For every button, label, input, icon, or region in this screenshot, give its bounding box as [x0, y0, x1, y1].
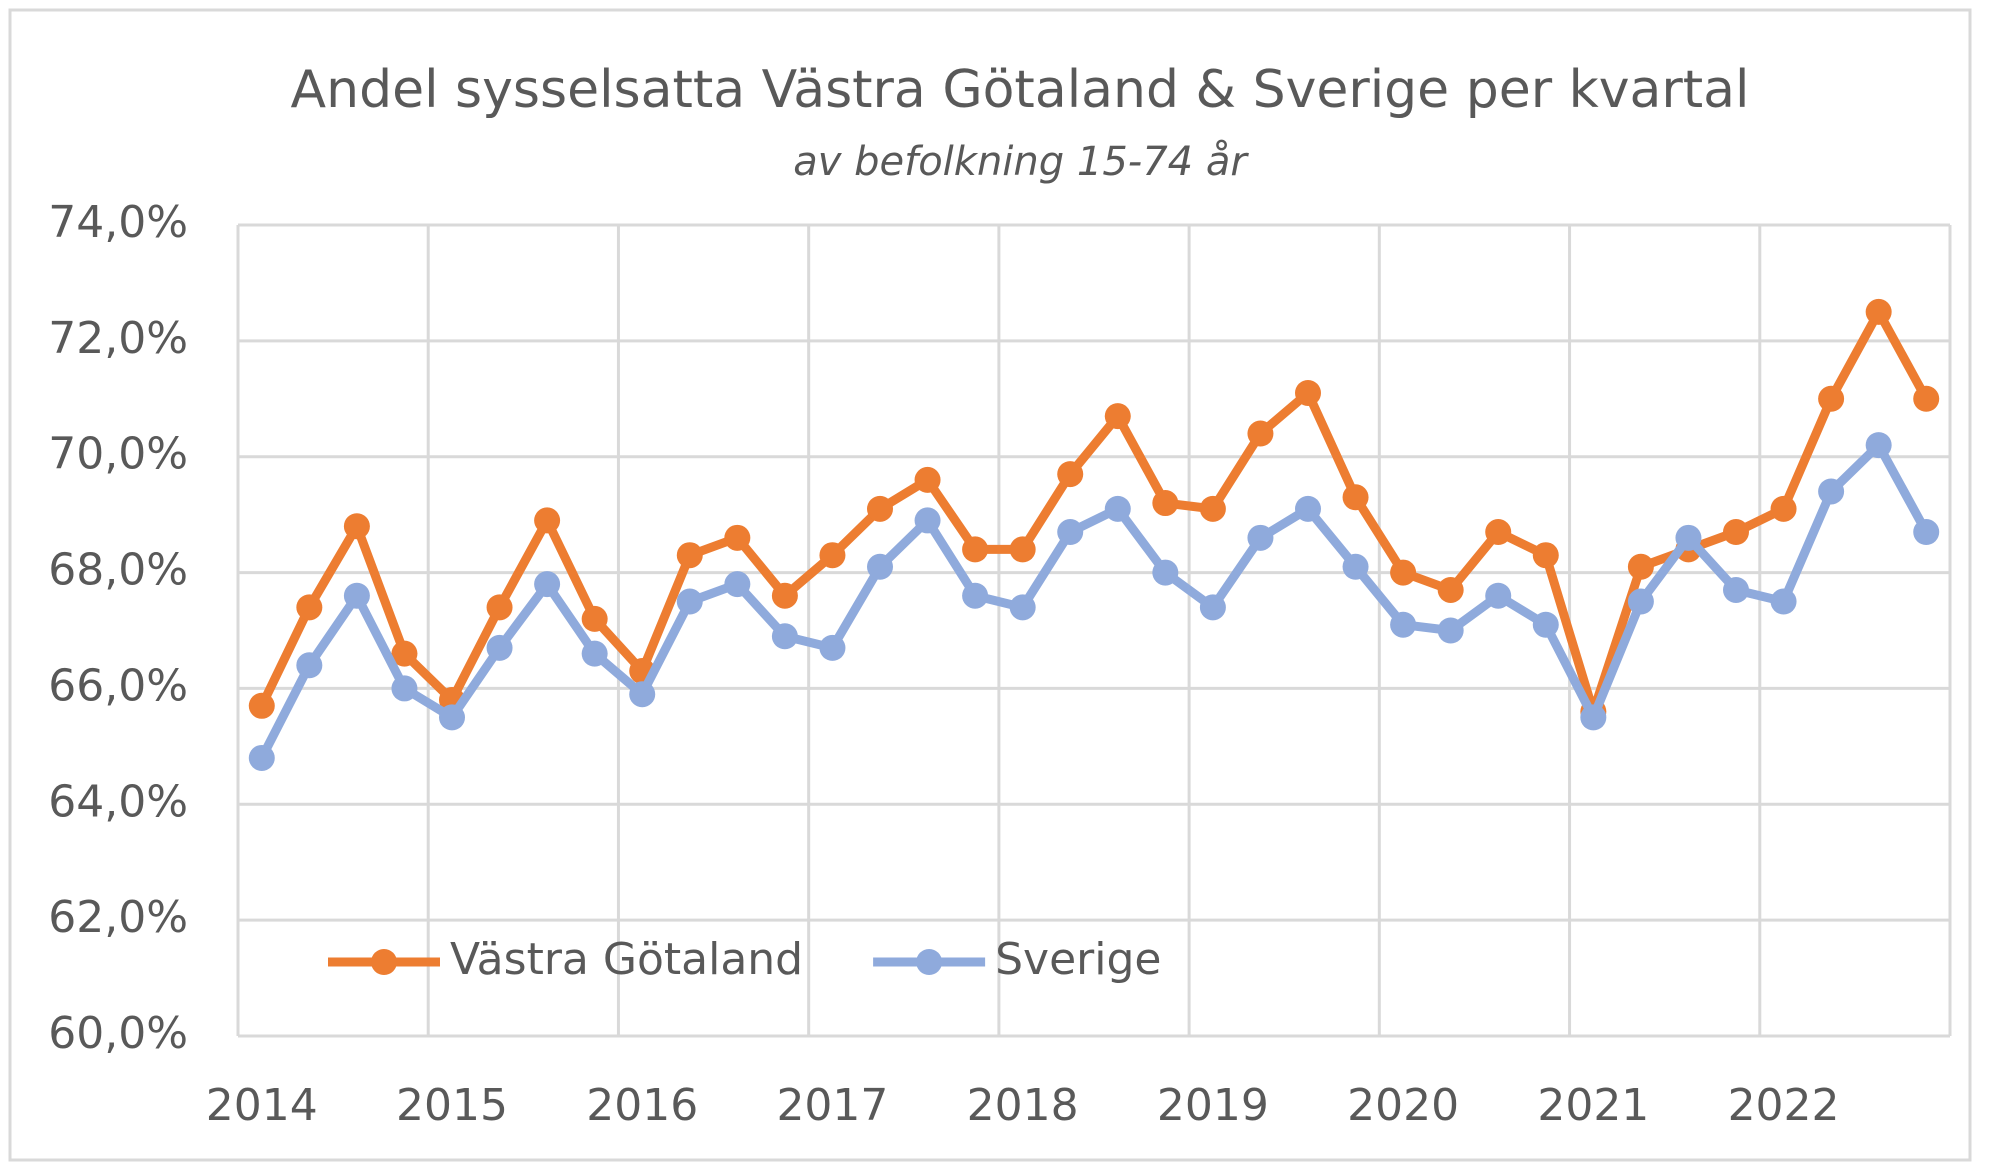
point — [1104, 403, 1131, 430]
point — [771, 623, 798, 650]
x-tick-label: 2022 — [1728, 1080, 1840, 1131]
point — [914, 507, 941, 534]
point — [1485, 519, 1512, 546]
point — [1342, 484, 1369, 511]
point — [1390, 559, 1417, 586]
point — [486, 634, 513, 661]
point — [1295, 379, 1321, 406]
x-tick-label: 2019 — [1157, 1080, 1269, 1131]
y-tick-label: 66,0% — [48, 660, 188, 711]
point — [819, 634, 846, 661]
legend-marker — [916, 949, 943, 975]
series-line — [257, 440, 1931, 760]
point — [1057, 519, 1084, 546]
chart-frame — [8, 8, 1972, 1162]
point — [724, 524, 751, 551]
x-tick-label: 2017 — [776, 1080, 888, 1131]
point — [1485, 582, 1512, 609]
y-tick-label: 74,0% — [48, 197, 188, 248]
point — [1627, 588, 1654, 615]
point — [1104, 495, 1131, 522]
point — [1009, 536, 1036, 563]
point — [962, 582, 989, 609]
point — [1913, 385, 1940, 412]
x-tick-label: 2020 — [1347, 1080, 1459, 1131]
point — [1723, 519, 1749, 546]
point — [391, 640, 418, 667]
y-tick-label: 68,0% — [48, 545, 188, 596]
y-tick-label: 70,0% — [48, 429, 188, 480]
point — [629, 681, 656, 708]
point — [486, 594, 513, 621]
y-tick-label: 62,0% — [48, 892, 188, 943]
point — [391, 675, 418, 702]
point — [248, 744, 275, 771]
point — [1770, 588, 1797, 615]
point — [1532, 542, 1559, 569]
chart-title: Andel sysselsatta Västra Götaland & Sver… — [291, 60, 1750, 120]
x-tick-label: 2014 — [206, 1080, 318, 1131]
point — [1865, 432, 1892, 459]
point — [1723, 576, 1749, 603]
point — [534, 571, 561, 598]
point — [439, 704, 465, 731]
point — [343, 582, 370, 609]
point — [1247, 420, 1274, 447]
point — [1580, 704, 1607, 731]
y-tick-label: 60,0% — [48, 1008, 188, 1059]
point — [1199, 594, 1226, 621]
x-tick-label: 2016 — [586, 1080, 698, 1131]
point — [1342, 553, 1369, 580]
legend-label: Sverige — [995, 934, 1161, 985]
point — [1057, 461, 1084, 488]
point — [296, 652, 323, 679]
point — [676, 588, 703, 615]
x-tick-label: 2018 — [967, 1080, 1079, 1131]
point — [771, 582, 798, 609]
point — [1532, 611, 1559, 638]
point — [1437, 617, 1464, 644]
y-tick-label: 64,0% — [48, 776, 188, 827]
x-tick-label: 2015 — [396, 1080, 508, 1131]
point — [676, 542, 703, 569]
point — [867, 495, 893, 522]
point — [1009, 594, 1036, 621]
point — [1818, 385, 1845, 412]
point — [819, 542, 846, 569]
point — [1770, 495, 1797, 522]
point — [1152, 490, 1179, 517]
point — [724, 571, 751, 598]
point — [1627, 553, 1654, 580]
y-tick-label: 72,0% — [48, 313, 188, 364]
point — [1675, 524, 1702, 551]
point — [534, 507, 561, 534]
point — [1818, 478, 1845, 505]
point — [296, 594, 323, 621]
legend-label: Västra Götaland — [450, 934, 803, 985]
point — [1913, 519, 1940, 546]
point — [1152, 559, 1179, 586]
point — [581, 605, 608, 632]
point — [1390, 611, 1417, 638]
point — [867, 553, 893, 580]
point — [1295, 495, 1321, 522]
chart-subtitle: av befolkning 15-74 år — [793, 139, 1249, 185]
point — [1247, 524, 1274, 551]
point — [248, 692, 275, 719]
legend-marker — [371, 949, 397, 975]
point — [343, 513, 370, 540]
point — [914, 466, 941, 493]
point — [1865, 298, 1892, 325]
point — [581, 640, 608, 667]
point — [962, 536, 989, 563]
point — [1437, 576, 1464, 603]
point — [1199, 495, 1226, 522]
x-tick-label: 2021 — [1537, 1080, 1649, 1131]
